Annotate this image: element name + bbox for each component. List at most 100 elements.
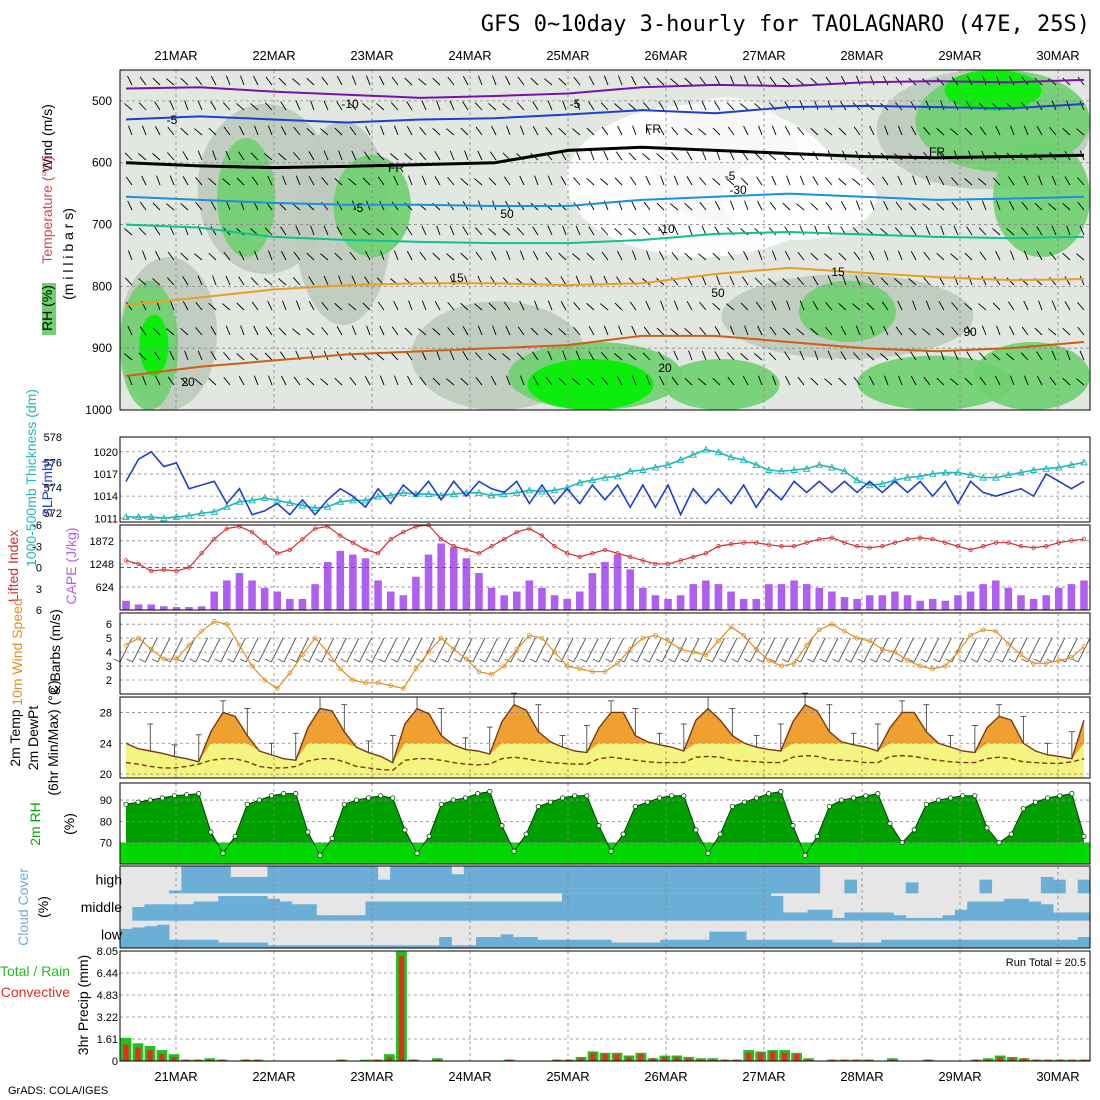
wind-barb (769, 326, 777, 336)
cloud-bar (697, 939, 710, 948)
wind-barb (238, 151, 245, 161)
rh-point (1008, 831, 1014, 837)
wind-barb (1021, 326, 1029, 336)
wind-barb (396, 637, 410, 663)
wind-barb (376, 353, 385, 361)
contour-label: -5 (353, 201, 364, 215)
thickness-point (626, 467, 635, 475)
cloud-bar (230, 876, 244, 894)
wind-barb (155, 250, 161, 261)
cape-bar (487, 587, 496, 610)
rh-region (527, 359, 654, 410)
convective-bar (757, 1052, 764, 1061)
wind-barb (631, 75, 637, 86)
wind-barb (154, 226, 161, 236)
cloud-bar (328, 945, 342, 948)
wind-barb (771, 125, 777, 136)
wind-barb (436, 350, 441, 361)
thickness-point (966, 471, 975, 479)
wind-barb (152, 327, 161, 336)
wind-speed-point (804, 642, 810, 648)
wind-barb (194, 253, 203, 261)
cape-bar (134, 604, 143, 610)
cape-bar (941, 600, 950, 610)
wind-barb (812, 301, 819, 311)
rh-point (681, 793, 687, 799)
wind-barb (505, 75, 511, 86)
wind-barb (614, 302, 623, 311)
wind-barb (869, 125, 875, 136)
wind-barb (441, 658, 448, 663)
rh-point (1057, 793, 1063, 799)
rh-point (632, 803, 638, 810)
wind-barb (586, 302, 595, 311)
wind-barb (141, 175, 147, 186)
wind-barb (328, 658, 335, 663)
wind-barb (238, 276, 245, 286)
wind-barb (180, 127, 189, 136)
wind-barb (727, 376, 735, 386)
wind-barb (670, 78, 679, 86)
wind-barb (812, 276, 819, 286)
lifted-index-point (539, 533, 545, 538)
wind-barb (1077, 201, 1085, 211)
thickness-point (891, 476, 899, 484)
wind-barb (182, 301, 189, 311)
wind-speed-point (287, 670, 293, 676)
date-label: 24MAR (448, 1069, 491, 1084)
wind-barb (616, 375, 623, 386)
wind-speed-point (400, 686, 406, 691)
wind-barb (1036, 351, 1043, 361)
lifted-index-point (514, 529, 519, 535)
wind-barb (447, 177, 455, 186)
wind-barb (124, 103, 133, 111)
rh-point (935, 797, 942, 803)
wind-barb (139, 76, 147, 86)
lifted-index-point (754, 540, 759, 545)
tick-label: 3.22 (97, 1012, 118, 1024)
isotherm-line (125, 145, 1085, 170)
cloud-bar (500, 866, 514, 894)
convective-bar (997, 1056, 1003, 1061)
cloud-bar (672, 893, 686, 921)
wind-barb (419, 152, 427, 161)
wind-barb (967, 75, 973, 86)
cape-bar (235, 573, 244, 610)
wind-speed-point (690, 649, 696, 655)
cloud-bar (316, 945, 330, 948)
wind-barb (418, 328, 427, 336)
wind-barb (138, 102, 147, 111)
cape-bar (739, 598, 748, 610)
wind-barb (758, 125, 763, 136)
lifted-index-point (968, 547, 973, 552)
wind-barb (740, 177, 749, 186)
wind-barb (724, 637, 738, 663)
cape-bar (1017, 595, 1025, 610)
wind-barb (995, 250, 1001, 261)
rh-point (547, 799, 554, 805)
wind-barb (391, 326, 399, 336)
cloud-bar (758, 866, 772, 894)
rh-point (705, 850, 711, 856)
thickness-point (248, 496, 256, 504)
wind-barb (306, 377, 315, 386)
bottom-date-labels: 21MAR 22MAR 23MAR 24MAR 25MAR 26MAR 27MAR 28MAR… (154, 1069, 1079, 1084)
cloud-bar (1065, 912, 1079, 921)
tick-label: 1014 (94, 491, 118, 503)
cloud-bar (1004, 898, 1017, 921)
wind-barb (712, 252, 721, 261)
wind-barb (534, 300, 539, 311)
wind-barb (658, 101, 665, 111)
wind-barb (517, 658, 524, 663)
wind-barb (529, 658, 537, 663)
wind-barb (310, 100, 315, 111)
cloud-bar (819, 909, 833, 921)
cloud-bar (463, 901, 477, 921)
wind-barb (600, 102, 609, 111)
wind-barb (938, 637, 952, 663)
rh-point (390, 795, 396, 801)
wind-barb (362, 228, 371, 236)
rh-base-overlay (120, 842, 1090, 864)
contour-label: FR (929, 145, 945, 159)
wind-speed-point (766, 658, 772, 663)
